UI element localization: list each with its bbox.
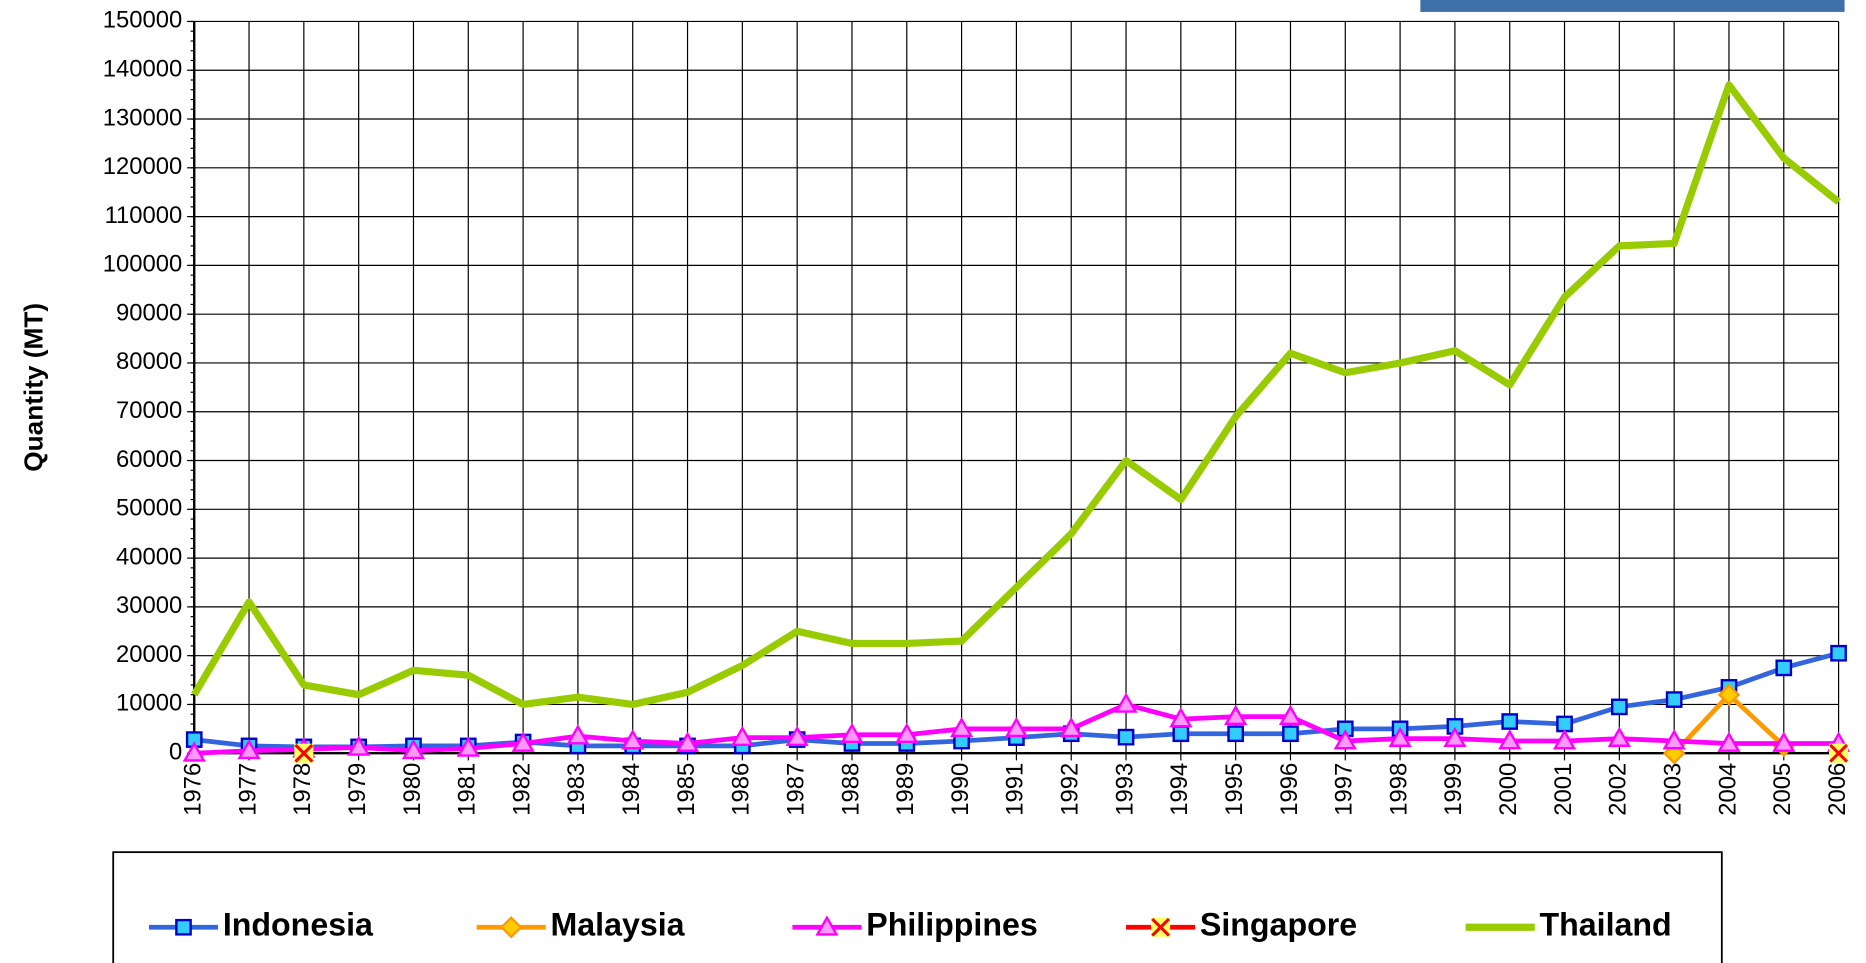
y-tick-label: 110000 — [105, 202, 183, 229]
x-tick-label: 1992 — [1057, 763, 1084, 816]
x-tick-label: 2005 — [1769, 763, 1796, 816]
x-tick-label: 2000 — [1495, 763, 1522, 816]
legend-label: Indonesia — [223, 907, 374, 943]
marker — [1831, 646, 1845, 660]
y-tick-label: 0 — [169, 739, 182, 766]
x-tick-label: 1998 — [1385, 763, 1412, 816]
decoration — [1420, 0, 1844, 12]
x-tick-label: 1987 — [782, 763, 809, 816]
legend-label: Singapore — [1200, 907, 1357, 943]
x-tick-label: 1989 — [892, 763, 919, 816]
x-tick-label: 1986 — [728, 763, 755, 816]
x-tick-label: 1993 — [1111, 763, 1138, 816]
x-tick-label: 2001 — [1550, 763, 1577, 816]
x-tick-label: 1981 — [454, 763, 481, 816]
marker — [1612, 700, 1626, 714]
x-tick-label: 1985 — [673, 763, 700, 816]
marker — [1667, 692, 1681, 706]
x-tick-label: 1996 — [1276, 763, 1303, 816]
x-tick-label: 1997 — [1331, 763, 1358, 816]
x-tick-label: 1990 — [947, 763, 974, 816]
y-tick-label: 40000 — [116, 543, 182, 570]
y-tick-label: 140000 — [103, 56, 183, 83]
x-tick-label: 1991 — [1002, 763, 1029, 816]
y-tick-label: 70000 — [116, 397, 182, 424]
x-tick-label: 1999 — [1440, 763, 1467, 816]
legend-label: Malaysia — [551, 907, 686, 943]
y-tick-label: 30000 — [116, 592, 182, 619]
marker — [1557, 717, 1571, 731]
x-tick-label: 1980 — [399, 763, 426, 816]
chart: Quantity (MT) 0 10000 20000 30000 40000 50000… — [0, 0, 1866, 963]
x-tick-label: 1988 — [837, 763, 864, 816]
x-tick-label: 1994 — [1166, 763, 1193, 816]
y-tick-label: 100000 — [103, 251, 183, 278]
marker — [1174, 727, 1188, 741]
marker — [1119, 730, 1133, 744]
x-tick-label: 1979 — [344, 763, 371, 816]
marker — [1229, 727, 1243, 741]
marker — [1117, 695, 1136, 712]
legend-label: Thailand — [1540, 907, 1672, 943]
legend-label: Philippines — [866, 907, 1038, 943]
y-tick-label: 50000 — [116, 495, 182, 522]
y-tick-label: 80000 — [116, 348, 182, 375]
y-tick-label: 10000 — [116, 690, 182, 717]
x-tick-label: 1977 — [234, 763, 261, 816]
x-tick-label: 1984 — [618, 763, 645, 816]
page: Quantity (MT) 0 10000 20000 30000 40000 50000… — [0, 0, 1866, 963]
x-tick-label: 1982 — [508, 763, 535, 816]
y-tick-label: 20000 — [116, 641, 182, 668]
y-tick-label: 150000 — [103, 7, 183, 34]
x-tick-label: 2002 — [1605, 763, 1632, 816]
marker — [1283, 727, 1297, 741]
x-tick-label: 2006 — [1824, 763, 1851, 816]
marker — [1777, 661, 1791, 675]
y-tick-label: 120000 — [103, 153, 183, 180]
x-tick-label: 2003 — [1659, 763, 1686, 816]
y-tick-label: 130000 — [103, 104, 183, 131]
x-tick-label: 2004 — [1714, 763, 1741, 816]
y-axis-label: Quantity (MT) — [19, 303, 49, 472]
y-tick-label: 60000 — [116, 446, 182, 473]
legend-marker — [176, 920, 190, 934]
x-tick-label: 1976 — [180, 763, 207, 816]
x-tick-label: 1995 — [1221, 763, 1248, 816]
marker — [1503, 714, 1517, 728]
y-tick-label: 90000 — [116, 299, 182, 326]
x-tick-label: 1978 — [289, 763, 316, 816]
x-tick-label: 1983 — [563, 763, 590, 816]
